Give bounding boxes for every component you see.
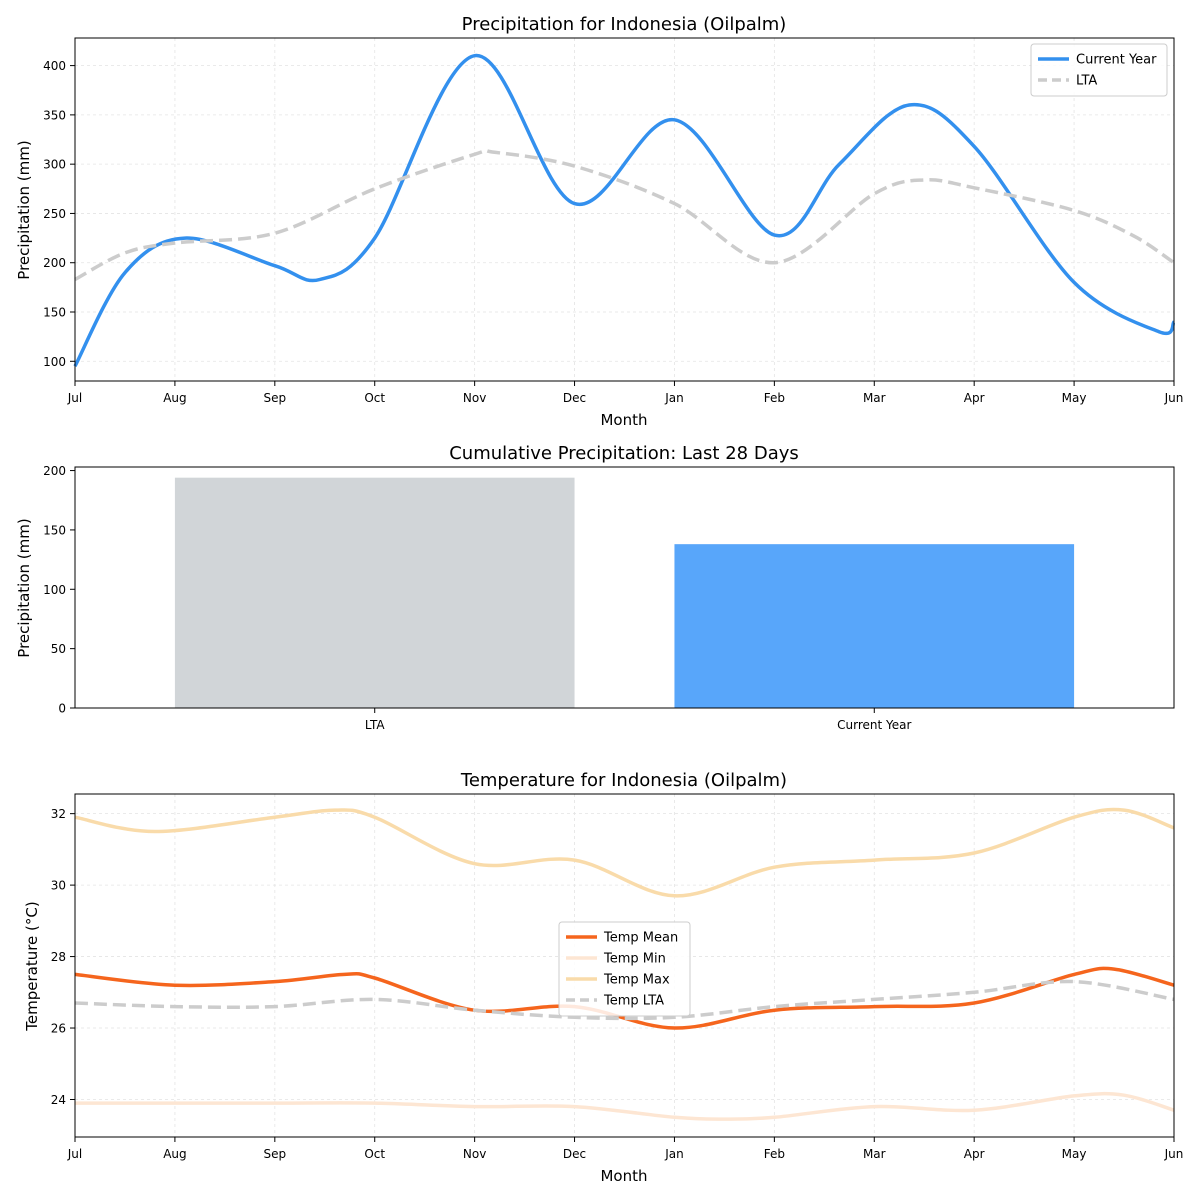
y-axis-label: Precipitation (mm) [15, 140, 33, 279]
y-tick-label: 0 [58, 702, 66, 716]
x-tick-label: Current Year [837, 718, 911, 732]
series-line-temp-min [75, 1091, 1175, 1121]
chart-title: Precipitation for Indonesia (Oilpalm) [462, 14, 787, 35]
x-tick-label: Dec [563, 391, 586, 405]
y-tick-label: 50 [51, 642, 66, 656]
legend-box [558, 921, 691, 1017]
x-tick-label: Oct [364, 391, 385, 405]
y-axis-label: Precipitation (mm) [15, 518, 33, 657]
x-tick-label: Apr [964, 391, 985, 405]
axes-frame [74, 466, 1175, 709]
y-tick-label: 24 [51, 1093, 66, 1107]
series-line-temp-lta [74, 979, 1175, 1021]
x-tick-label: Jan [664, 1147, 684, 1161]
y-tick-label: 150 [43, 306, 66, 320]
y-tick-label: 350 [43, 108, 66, 122]
y-tick-label: 32 [51, 807, 66, 821]
temperature-line-chart: Jul Aug Sep Oct Nov Dec Jan Feb Mar Apr May Jun 242… [23, 770, 1183, 1185]
x-tick-label: Aug [163, 391, 186, 405]
legend-label: Temp Min [603, 952, 666, 967]
y-tick-label: 200 [43, 464, 66, 478]
y-axis-label: Temperature (°C) [23, 901, 41, 1031]
x-tick-label: Jan [664, 391, 684, 405]
y-tick-label: 400 [43, 59, 66, 73]
legend-label: Current Year [1076, 53, 1157, 68]
y-tick-label: 30 [51, 879, 66, 893]
legend: Current Year LTA [1030, 43, 1168, 97]
y-tick-label: 250 [43, 207, 66, 221]
x-tick-label: Apr [964, 1147, 985, 1161]
x-tick-label: Nov [463, 391, 486, 405]
y-tick-label: 100 [43, 583, 66, 597]
series-line-lta [74, 148, 1175, 282]
y-tick-label: 200 [43, 256, 66, 270]
x-tick-label: Jun [1164, 391, 1184, 405]
x-tick-label: Aug [163, 1147, 186, 1161]
legend-label: Temp Mean [603, 931, 678, 946]
x-tick-label: Mar [863, 391, 886, 405]
x-tick-label: May [1062, 391, 1087, 405]
series-line-temp-max [74, 807, 1175, 898]
y-tick-label: 150 [43, 523, 66, 537]
x-tick-label: LTA [365, 718, 385, 732]
precipitation-line-chart: Jul Aug Sep Oct Nov Dec Jan Feb Mar Apr May Jun 100… [15, 14, 1183, 429]
bar-lta [174, 477, 575, 708]
bars [174, 477, 1075, 708]
x-tick-label: Jul [67, 1147, 82, 1161]
y-tick-label: 26 [51, 1022, 66, 1036]
series-lines [73, 53, 1176, 368]
x-tick-label: Nov [463, 1147, 486, 1161]
chart-title: Cumulative Precipitation: Last 28 Days [449, 443, 799, 464]
y-tick-label: 100 [43, 355, 66, 369]
x-axis-label: Month [600, 411, 647, 429]
x-tick-label: Feb [764, 1147, 785, 1161]
x-tick-label: Jun [1164, 1147, 1184, 1161]
legend-label: Temp LTA [603, 994, 664, 1009]
x-tick-label: Jul [67, 391, 82, 405]
x-ticks: Jul Aug Sep Oct Nov Dec Jan Feb Mar Apr May Jun [67, 1137, 1184, 1161]
axes-frame [74, 793, 1175, 1138]
x-tick-label: Mar [863, 1147, 886, 1161]
y-tick-label: 300 [43, 158, 66, 172]
cumulative-precipitation-bar-chart: LTA Current Year 0 50 100 150 200 Cumulative … [15, 443, 1175, 732]
x-tick-label: Feb [764, 391, 785, 405]
x-tick-label: Sep [264, 1147, 287, 1161]
axes-frame [74, 37, 1175, 382]
x-ticks: Jul Aug Sep Oct Nov Dec Jan Feb Mar Apr May Jun [67, 381, 1184, 405]
x-tick-label: Oct [364, 1147, 385, 1161]
x-tick-label: Dec [563, 1147, 586, 1161]
legend: Temp Mean Temp Min Temp Max Temp LTA [558, 921, 691, 1017]
chart-title: Temperature for Indonesia (Oilpalm) [460, 770, 787, 791]
legend-label: LTA [1076, 74, 1097, 89]
bar-current-year [674, 544, 1075, 708]
x-ticks: LTA Current Year [365, 708, 911, 732]
series-line-current-year [73, 53, 1176, 368]
legend-label: Temp Max [603, 973, 670, 988]
y-ticks: 100 150 200 250 300 350 400 [43, 59, 75, 369]
x-tick-label: Sep [264, 391, 287, 405]
legend-box [1030, 43, 1168, 97]
grid [74, 38, 1175, 381]
x-tick-label: May [1062, 1147, 1087, 1161]
series-lines [74, 807, 1175, 1121]
y-ticks: 0 50 100 150 200 [43, 464, 75, 716]
y-tick-label: 28 [51, 950, 66, 964]
x-axis-label: Month [600, 1167, 647, 1185]
y-ticks: 24 26 28 30 32 [51, 807, 75, 1107]
series-line-temp-mean [74, 966, 1175, 1030]
